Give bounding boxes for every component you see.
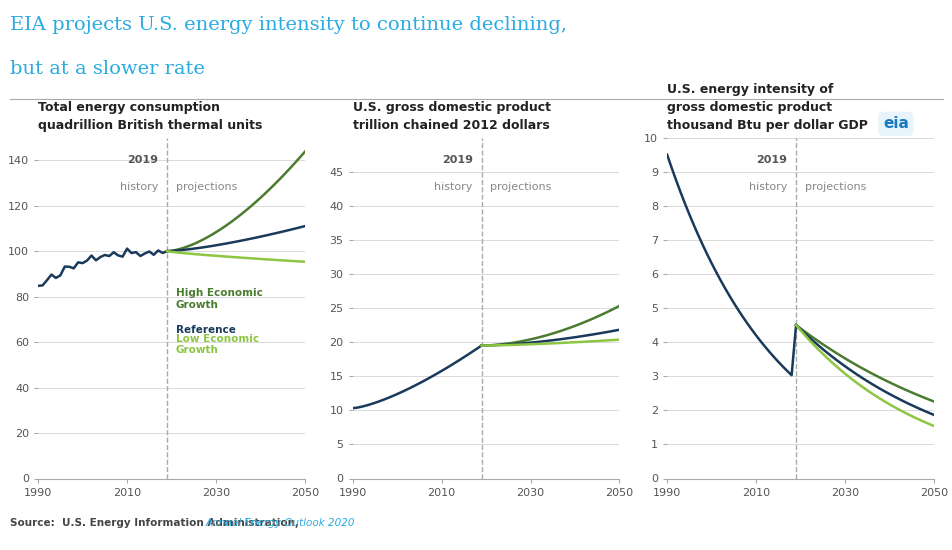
Text: Reference: Reference (176, 325, 235, 335)
Text: High Economic
Growth: High Economic Growth (176, 288, 263, 310)
Text: Annual Energy Outlook 2020: Annual Energy Outlook 2020 (206, 518, 355, 528)
Text: Total energy consumption
quadrillion British thermal units: Total energy consumption quadrillion Bri… (38, 101, 262, 132)
Text: U.S. gross domestic product
trillion chained 2012 dollars: U.S. gross domestic product trillion cha… (352, 101, 550, 132)
Text: projections: projections (804, 182, 865, 192)
Text: projections: projections (176, 182, 237, 192)
Text: history: history (748, 182, 786, 192)
Text: 2019: 2019 (755, 155, 786, 164)
Text: EIA projects U.S. energy intensity to continue declining,: EIA projects U.S. energy intensity to co… (10, 16, 565, 35)
Text: Source:  U.S. Energy Information Administration,: Source: U.S. Energy Information Administ… (10, 518, 302, 528)
Text: history: history (120, 182, 158, 192)
Text: history: history (434, 182, 472, 192)
Text: U.S. energy intensity of
gross domestic product
thousand Btu per dollar GDP: U.S. energy intensity of gross domestic … (666, 83, 867, 132)
Text: 2019: 2019 (127, 155, 158, 164)
Text: Low Economic
Growth: Low Economic Growth (176, 334, 259, 355)
Text: 2019: 2019 (441, 155, 472, 164)
Text: eia: eia (882, 116, 908, 131)
Text: projections: projections (490, 182, 551, 192)
Text: but at a slower rate: but at a slower rate (10, 60, 204, 79)
